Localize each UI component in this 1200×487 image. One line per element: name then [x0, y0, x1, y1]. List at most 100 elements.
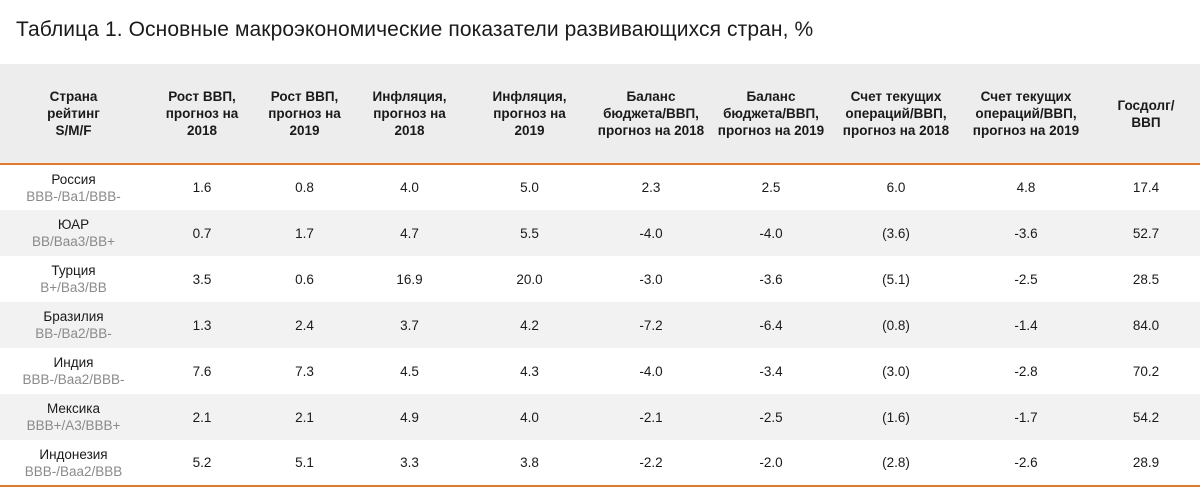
header-gov-debt: Госдолг/ ВВП [1092, 64, 1200, 165]
gdp-2018-cell: 5.2 [147, 440, 257, 487]
gdp-2019-cell: 1.7 [257, 210, 352, 256]
current-account-2019-cell: -1.7 [960, 394, 1092, 440]
inflation-2018-cell: 4.5 [400, 363, 419, 379]
budget-2018-cell: -4.0 [592, 210, 710, 256]
gdp-2019-cell: 0.6 [295, 271, 314, 287]
inflation-2019-cell: 4.3 [520, 363, 539, 379]
gdp-2019-cell: 5.1 [257, 440, 352, 487]
gov-debt-cell: 28.9 [1092, 440, 1200, 487]
current-account-2019-cell: -2.6 [960, 440, 1092, 487]
country-name: ЮАР [57, 217, 90, 232]
header-current-account-2018: Счет текущих операций/ВВП, прогноз на 20… [832, 64, 960, 165]
table-row: Турция B+/Ba3/BB 3.5 0.6 16.9 20.0 -3.0 … [0, 256, 1200, 302]
inflation-2019-cell: 5.5 [467, 210, 592, 256]
country-cell: Бразилия BB-/Ba2/BB- [0, 302, 147, 348]
budget-2019-cell: 2.5 [761, 180, 781, 195]
inflation-2018-cell: 4.7 [352, 210, 467, 256]
country-cell: ЮАР BB/Baa3/BB+ [0, 210, 147, 256]
header-gdp-2018: Рост ВВП, прогноз на 2018 [147, 64, 257, 165]
inflation-2019-cell: 5.0 [520, 180, 539, 195]
current-account-2018-cell: (3.6) [832, 210, 960, 256]
budget-2018-cell: -3.0 [639, 271, 663, 287]
current-account-2018-cell: (2.8) [832, 440, 960, 487]
inflation-2018-cell: 3.3 [352, 440, 467, 487]
budget-2019-cell: -2.5 [710, 394, 832, 440]
country-rating: BBB-/Baa2/BBB [24, 463, 123, 479]
header-row: Страна рейтинг S/M/F Рост ВВП, прогноз н… [0, 64, 1200, 165]
country-cell: Россия BBB-/Ba1/BBB- [0, 164, 147, 210]
budget-2019-cell: -3.6 [759, 271, 783, 287]
header-budget-2018: Баланс бюджета/ВВП, прогноз на 2018 [592, 64, 710, 165]
gdp-2018-cell: 0.7 [147, 210, 257, 256]
current-account-2018-cell: (1.6) [832, 394, 960, 440]
table-row: ЮАР BB/Baa3/BB+ 0.7 1.7 4.7 5.5 -4.0 -4.… [0, 210, 1200, 256]
macro-indicators-table: Страна рейтинг S/M/F Рост ВВП, прогноз н… [0, 64, 1200, 487]
header-gdp-2019: Рост ВВП, прогноз на 2019 [257, 64, 352, 165]
current-account-2019-cell: -3.6 [960, 210, 1092, 256]
country-cell: Индонезия BBB-/Baa2/BBB [0, 440, 147, 487]
current-account-2018-cell: (0.8) [832, 302, 960, 348]
country-name: Турция [51, 263, 96, 278]
gdp-2019-cell: 0.8 [295, 180, 314, 195]
header-budget-2019: Баланс бюджета/ВВП, прогноз на 2019 [710, 64, 832, 165]
country-name: Россия [51, 171, 96, 187]
current-account-2018-cell: 6.0 [886, 180, 906, 195]
header-current-account-2019: Счет текущих операций/ВВП, прогноз на 20… [960, 64, 1092, 165]
gov-debt-cell: 70.2 [1132, 363, 1160, 379]
header-inflation-2019: Инфляция, прогноз на 2019 [467, 64, 592, 165]
table-row: Индия BBB-/Baa2/BBB- 7.6 7.3 4.5 4.3 -4.… [0, 348, 1200, 394]
country-cell: Турция B+/Ba3/BB [0, 256, 147, 302]
gov-debt-cell: 52.7 [1092, 210, 1200, 256]
budget-2018-cell: -2.2 [592, 440, 710, 487]
country-rating: BB-/Ba2/BB- [35, 326, 112, 341]
budget-2019-cell: -2.0 [710, 440, 832, 487]
budget-2019-cell: -4.0 [710, 210, 832, 256]
gov-debt-cell: 84.0 [1092, 302, 1200, 348]
country-name: Индонезия [39, 446, 108, 462]
budget-2019-cell: -6.4 [710, 302, 832, 348]
country-rating: BBB+/A3/BBB+ [26, 418, 121, 433]
inflation-2019-cell: 20.0 [516, 271, 543, 287]
gdp-2018-cell: 1.6 [192, 180, 212, 195]
inflation-2019-cell: 4.2 [467, 302, 592, 348]
country-cell: Индия BBB-/Baa2/BBB- [0, 348, 147, 394]
gov-debt-cell: 28.5 [1132, 271, 1160, 287]
table-row: Бразилия BB-/Ba2/BB- 1.3 2.4 3.7 4.2 -7.… [0, 302, 1200, 348]
budget-2019-cell: -3.4 [759, 363, 783, 379]
gdp-2019-cell: 7.3 [295, 363, 314, 379]
header-country: Страна рейтинг S/M/F [0, 64, 147, 165]
current-account-2019-cell: -2.8 [1014, 363, 1038, 379]
current-account-2018-cell: (3.0) [882, 363, 910, 379]
gov-debt-cell: 17.4 [1132, 180, 1160, 195]
inflation-2019-cell: 4.0 [467, 394, 592, 440]
budget-2018-cell: -7.2 [592, 302, 710, 348]
current-account-2019-cell: -1.4 [960, 302, 1092, 348]
gdp-2019-cell: 2.4 [257, 302, 352, 348]
table-row: Россия BBB-/Ba1/BBB- 1.6 0.8 4.0 5.0 2.3… [0, 164, 1200, 210]
current-account-2018-cell: (5.1) [882, 271, 910, 287]
country-rating: BBB-/Baa2/BBB- [22, 372, 125, 387]
gov-debt-cell: 54.2 [1092, 394, 1200, 440]
gdp-2018-cell: 7.6 [192, 363, 212, 379]
inflation-2019-cell: 3.8 [467, 440, 592, 487]
country-cell: Мексика BBB+/A3/BBB+ [0, 394, 147, 440]
gdp-2018-cell: 2.1 [147, 394, 257, 440]
country-name: Бразилия [43, 309, 104, 324]
current-account-2019-cell: -2.5 [1014, 271, 1038, 287]
inflation-2018-cell: 4.0 [400, 180, 419, 195]
gdp-2018-cell: 1.3 [147, 302, 257, 348]
country-rating: B+/Ba3/BB [40, 280, 107, 295]
table-row: Мексика BBB+/A3/BBB+ 2.1 2.1 4.9 4.0 -2.… [0, 394, 1200, 440]
budget-2018-cell: -4.0 [639, 363, 663, 379]
country-rating: BB/Baa3/BB+ [32, 234, 115, 249]
current-account-2019-cell: 4.8 [1016, 180, 1036, 195]
table-title: Таблица 1. Основные макроэкономические п… [16, 18, 814, 41]
inflation-2018-cell: 4.9 [352, 394, 467, 440]
header-inflation-2018: Инфляция, прогноз на 2018 [352, 64, 467, 165]
country-rating: BBB-/Ba1/BBB- [26, 188, 121, 204]
country-name: Мексика [47, 401, 100, 416]
table-row: Индонезия BBB-/Baa2/BBB 5.2 5.1 3.3 3.8 … [0, 440, 1200, 487]
gdp-2018-cell: 3.5 [192, 271, 212, 287]
inflation-2018-cell: 16.9 [396, 271, 423, 287]
gdp-2019-cell: 2.1 [257, 394, 352, 440]
